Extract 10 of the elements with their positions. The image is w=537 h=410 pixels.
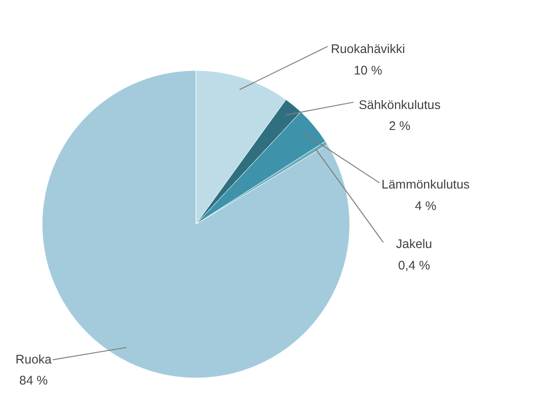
data-label: 4 % [414,198,436,213]
slice-label: Sähkönkulutus [358,98,441,112]
data-label: 2 % [388,119,410,134]
slice-label: Ruoka [15,352,52,367]
slice-label: Lämmönkulutus [382,178,470,192]
data-label: 0,4 % [398,258,430,272]
data-label: 84 % [19,374,48,388]
slice-label: Ruokahävikki [330,42,406,56]
data-label: 10 % [354,63,382,78]
slice-label: Jakelu [396,237,432,252]
